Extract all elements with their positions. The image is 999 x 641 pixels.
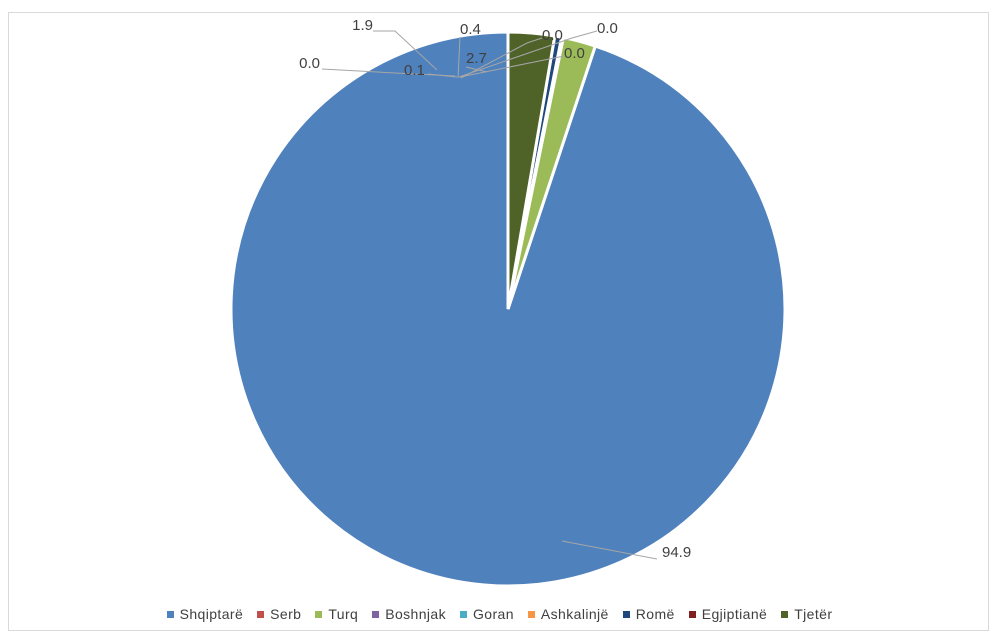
- data-label-6: 0.4: [460, 21, 481, 38]
- data-label-3: 0.1: [404, 62, 425, 79]
- legend-item-1: Serb: [257, 606, 301, 622]
- data-label-7: 0.0: [542, 27, 563, 44]
- data-label-5: 0.0: [564, 45, 585, 62]
- legend-label-8: Tjetër: [794, 606, 833, 622]
- pie-slice-8: [506, 30, 557, 310]
- legend-swatch-7: [688, 610, 696, 618]
- legend-label-3: Boshnjak: [385, 606, 446, 622]
- legend-swatch-6: [622, 610, 630, 618]
- legend-swatch-2: [315, 610, 323, 618]
- legend-item-7: Egjiptianë: [688, 606, 768, 622]
- leader-line-5: [459, 55, 565, 78]
- leader-line-0: [561, 540, 658, 560]
- leader-line-3: [427, 73, 458, 78]
- data-label-1: 0.0: [299, 55, 320, 72]
- legend-item-4: Goran: [460, 606, 514, 622]
- legend-swatch-4: [460, 610, 467, 618]
- data-label-4: 0.0: [597, 20, 618, 37]
- leader-line-4: [458, 30, 598, 78]
- legend-label-7: Egjiptianë: [701, 606, 768, 622]
- legend-label-6: Romë: [635, 606, 675, 622]
- legend-label-5: Ashkalinjë: [540, 606, 609, 622]
- leader-line-7: [460, 37, 543, 79]
- legend-label-0: Shqiptarë: [179, 606, 244, 622]
- legend-swatch-3: [372, 610, 380, 618]
- legend-label-2: Turq: [328, 606, 359, 622]
- data-label-0: 94.9: [662, 544, 691, 561]
- data-label-8: 2.7: [466, 50, 487, 67]
- legend-item-2: Turq: [315, 606, 358, 622]
- legend-swatch-5: [527, 610, 535, 618]
- legend-item-6: Romë: [622, 606, 675, 622]
- leader-line-6: [457, 36, 461, 79]
- data-label-2: 1.9: [352, 17, 373, 34]
- chart-legend: Shqiptarë Serb Turq Boshnjak Goran Ashkalinjë…: [0, 602, 999, 626]
- legend-item-3: Boshnjak: [372, 606, 446, 622]
- leader-line-8: [465, 66, 488, 73]
- legend-swatch-8: [781, 610, 789, 618]
- legend-swatch-0: [166, 610, 174, 618]
- legend-label-1: Serb: [270, 606, 302, 622]
- legend-swatch-1: [257, 610, 265, 618]
- legend-label-4: Goran: [473, 606, 514, 622]
- legend-item-8: Tjetër: [781, 606, 832, 622]
- leader-line-2: [373, 30, 438, 71]
- legend-item-0: Shqiptarë: [166, 606, 244, 622]
- legend-item-5: Ashkalinjë: [527, 606, 609, 622]
